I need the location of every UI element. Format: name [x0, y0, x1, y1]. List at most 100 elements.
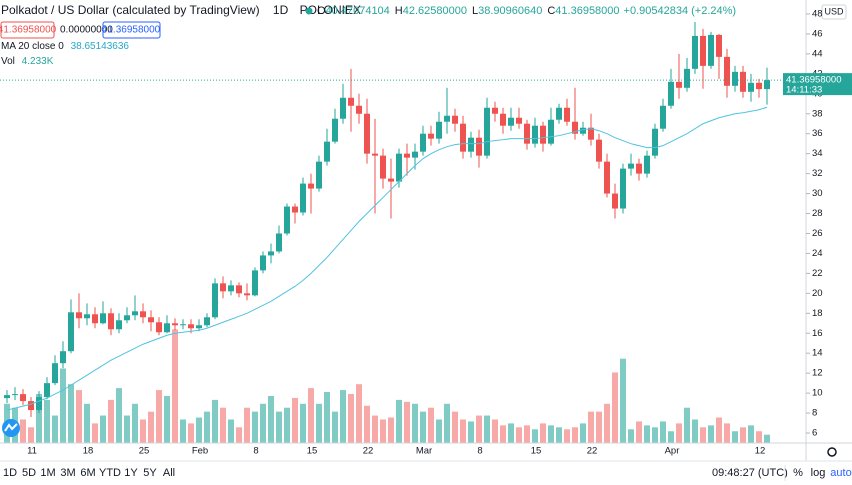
volume-bar [356, 384, 362, 443]
gear[interactable] [827, 447, 837, 457]
candle-body [172, 323, 178, 326]
volume-bar [196, 417, 202, 443]
y-tick-label: 44 [812, 48, 823, 59]
volume-bar [140, 419, 146, 443]
candle-body [132, 311, 138, 316]
candle-body [500, 113, 506, 126]
y-tick-label: 8 [812, 408, 817, 419]
volume-bar [516, 427, 522, 443]
x-tick-label: 22 [587, 446, 598, 457]
range-button[interactable]: 6M [80, 467, 95, 479]
candle-body [572, 121, 578, 134]
candle-body [68, 312, 74, 352]
vol-value: 4.233K [22, 56, 54, 67]
range-button[interactable]: YTD [99, 467, 121, 479]
candle-body [4, 395, 10, 399]
x-tick-label: 25 [139, 446, 150, 457]
volume-bar [116, 388, 122, 443]
price-box[interactable] [102, 21, 161, 39]
volume-bar [676, 423, 682, 443]
candle-body [220, 283, 226, 292]
candle-body [612, 193, 618, 209]
legend-value: 41.36958000 [555, 5, 619, 17]
price-box[interactable] [0, 21, 55, 39]
candle-body [100, 313, 106, 324]
candle-body [564, 107, 570, 122]
currency: USD [824, 6, 844, 16]
candle-body [356, 105, 362, 114]
settings-icon[interactable] [827, 447, 837, 457]
scale-option[interactable]: log [811, 467, 826, 479]
candle-body [196, 325, 202, 329]
scale-option[interactable]: auto [830, 467, 851, 479]
candle-body [364, 113, 370, 154]
volume-bar [740, 427, 746, 443]
candle-body [508, 117, 514, 126]
candle-body [324, 141, 330, 162]
volume-bar [500, 425, 506, 443]
candle-body [212, 283, 218, 318]
volume-bar [172, 329, 178, 443]
volume-bar [508, 423, 514, 443]
volume-bar [244, 407, 250, 443]
volume-bar [308, 388, 314, 443]
vol-legend: Vol 4.233K [1, 56, 54, 67]
candle-body [732, 71, 738, 86]
candle-body [412, 151, 418, 158]
volume-bar [612, 372, 618, 443]
volume-bar [92, 423, 98, 443]
range-button[interactable]: 1Y [124, 467, 138, 479]
ma-legend: MA 20 close 0 38.65143636 [1, 41, 129, 52]
volume-bar [468, 421, 474, 443]
candle-body [644, 155, 650, 174]
range-button[interactable]: All [163, 467, 175, 479]
y-tick-label: 46 [812, 28, 823, 39]
volume-bar [444, 403, 450, 443]
candle-body [348, 97, 354, 106]
price-box-text: 41.36958000 [102, 25, 161, 36]
range-button[interactable]: 3M [60, 467, 75, 479]
volume-bar [236, 427, 242, 443]
candle-body [660, 105, 666, 129]
candle-body [52, 363, 58, 384]
x-tick-label: 18 [83, 446, 94, 457]
volume-bar [540, 423, 546, 443]
plot-area [4, 21, 770, 443]
volume-bar [268, 395, 274, 443]
range-button[interactable]: 1D [3, 467, 17, 479]
candle-body [236, 285, 242, 294]
volume-bar [700, 427, 706, 443]
range-button[interactable]: 5Y [143, 467, 157, 479]
volume-bar [588, 411, 594, 443]
candle-body [676, 81, 682, 88]
volume-bar [428, 407, 434, 443]
volume-bar [436, 419, 442, 443]
y-tick-label: 48 [812, 8, 823, 19]
x-tick-label: 8 [253, 446, 258, 457]
symbol-title: Polkadot / US Dollar (calculated by Trad… [1, 3, 260, 17]
logo [2, 419, 20, 437]
volume-bar [52, 415, 58, 443]
volume-bar [460, 419, 466, 443]
y-tick-label: 24 [812, 248, 823, 259]
legend-key: L [472, 5, 478, 17]
candle-body [620, 168, 626, 209]
volume-bar [324, 392, 330, 443]
ma-value: 38.65143636 [71, 41, 130, 52]
legend-key: O [317, 5, 326, 17]
volume-bar [316, 403, 322, 443]
range-button[interactable]: 5D [22, 467, 36, 479]
candle-body [124, 315, 130, 321]
candle-body [92, 314, 98, 324]
candle-body [764, 80, 770, 90]
volume-bar [396, 399, 402, 443]
range-button[interactable]: 1M [40, 467, 55, 479]
candle-body [740, 71, 746, 92]
currency-box[interactable] [821, 4, 847, 20]
candle-body [428, 133, 434, 139]
candle-body [476, 137, 482, 156]
volume-bar [724, 423, 730, 443]
volume-bar [644, 425, 650, 443]
scale-option[interactable]: % [793, 467, 803, 479]
